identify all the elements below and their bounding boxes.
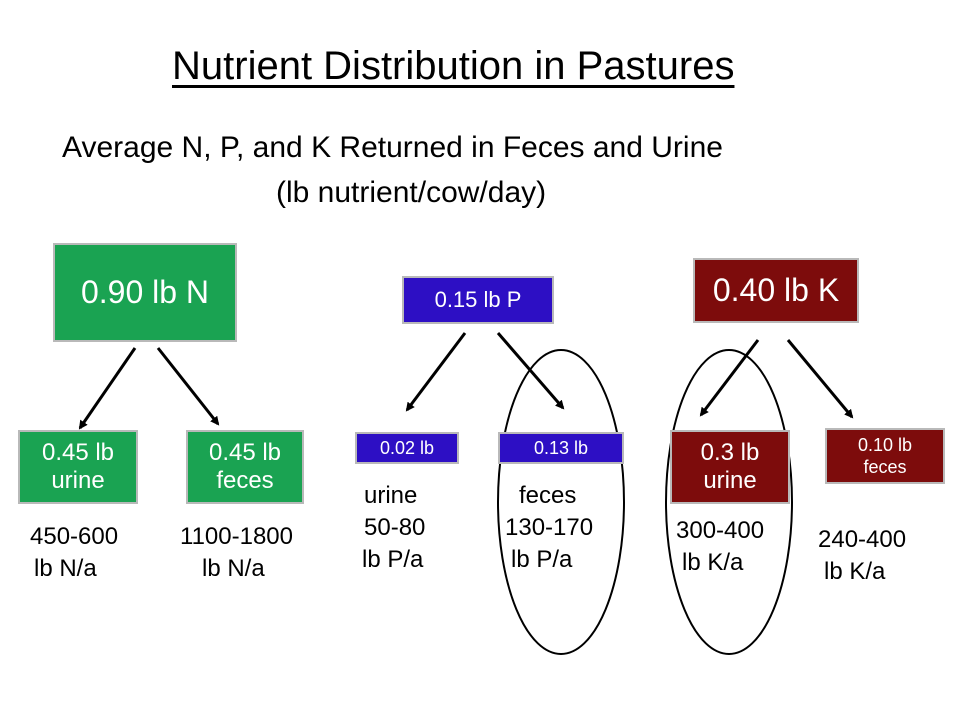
nitrogen-feces-rate: 1100-1800 lb N/a [180, 523, 293, 582]
arrow-k-feces [786, 339, 854, 419]
page-title: Nutrient Distribution in Pastures [172, 44, 735, 88]
nitrogen-urine-box: 0.45 lb urine [18, 430, 138, 504]
nitrogen-feces-box: 0.45 lb feces [186, 430, 304, 504]
nitrogen-total-box: 0.90 lb N [53, 243, 237, 342]
nitrogen-urine-rate: 450-600 lb N/a [30, 523, 119, 582]
highlight-ellipse-k-urine [665, 349, 793, 655]
subtitle-line-1: Average N, P, and K Returned in Feces an… [62, 131, 723, 164]
potassium-urine-box: 0.3 lb urine [670, 430, 790, 504]
arrow-p-urine [405, 332, 467, 412]
subtitle-line-2: (lb nutrient/cow/day) [276, 176, 547, 209]
arrow-n-urine [78, 347, 137, 430]
phosphorus-feces-rate: feces 130-170 lb P/a [505, 482, 594, 573]
phosphorus-urine-box: 0.02 lb [355, 432, 459, 464]
phosphorus-feces-box: 0.13 lb [498, 432, 624, 464]
potassium-urine-rate: 300-400 lb K/a [676, 517, 765, 576]
arrow-n-feces [156, 347, 220, 426]
phosphorus-urine-rate: urine 50-80 lb P/a [362, 482, 426, 573]
potassium-feces-rate: 240-400 lb K/a [818, 526, 907, 585]
potassium-feces-box: 0.10 lb feces [825, 428, 945, 484]
phosphorus-total-box: 0.15 lb P [402, 276, 554, 324]
arrow-k-urine [699, 339, 760, 417]
highlight-ellipse-p-feces [497, 349, 625, 655]
potassium-total-box: 0.40 lb K [693, 258, 859, 323]
